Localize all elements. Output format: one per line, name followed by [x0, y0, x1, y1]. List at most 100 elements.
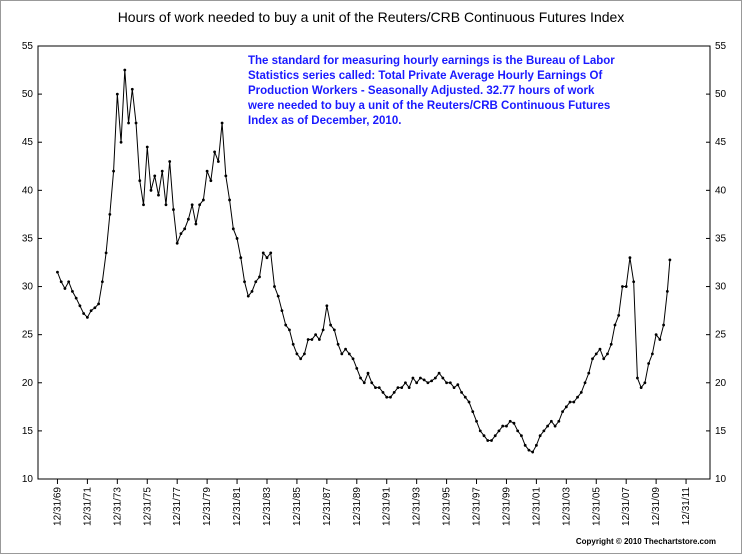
data-point — [359, 376, 362, 380]
data-point — [310, 338, 314, 341]
data-point — [63, 287, 67, 290]
data-point — [478, 429, 482, 433]
data-point — [303, 352, 306, 356]
data-point — [317, 338, 321, 341]
y-tick-label: 40 — [22, 185, 34, 196]
data-point — [598, 347, 602, 351]
data-point — [82, 312, 86, 315]
data-point — [493, 434, 497, 438]
data-point — [430, 379, 434, 383]
data-point — [355, 366, 359, 370]
data-point — [422, 378, 426, 382]
data-point — [145, 145, 149, 149]
y2-tick-label: 50 — [715, 89, 727, 100]
data-point — [190, 203, 194, 207]
data-point — [561, 410, 564, 414]
data-point — [265, 256, 269, 260]
data-point — [463, 395, 467, 399]
y2-tick-label: 15 — [715, 426, 727, 437]
data-point — [392, 391, 396, 394]
data-point — [67, 280, 71, 284]
x-tick-label: 12/31/75 — [142, 487, 153, 526]
x-tick-label: 12/31/77 — [172, 487, 183, 526]
data-point — [157, 193, 160, 197]
data-point — [351, 357, 355, 361]
data-point — [508, 419, 512, 423]
y2-tick-label: 45 — [715, 137, 727, 148]
data-point — [179, 232, 183, 236]
data-point — [56, 270, 59, 274]
data-point — [452, 386, 456, 389]
data-point — [639, 386, 643, 389]
data-point — [665, 289, 669, 293]
data-point — [224, 174, 228, 178]
data-point — [433, 376, 437, 380]
data-point — [374, 386, 377, 389]
footer: Copyright © 2010 Thechartstore.com — [576, 537, 716, 546]
data-point — [516, 429, 520, 433]
data-point — [617, 314, 621, 317]
data-point — [89, 309, 93, 313]
annotation-line: were needed to buy a unit of the Reuters… — [247, 100, 610, 112]
data-point — [220, 121, 224, 125]
data-point — [490, 439, 493, 442]
data-point — [650, 352, 654, 356]
data-point — [100, 280, 104, 284]
data-point — [104, 251, 108, 255]
data-point — [501, 424, 505, 428]
data-point — [205, 169, 209, 173]
data-point — [426, 381, 430, 385]
data-point — [579, 391, 583, 394]
x-tick-label: 12/31/69 — [52, 487, 63, 526]
x-tick-label: 12/31/73 — [112, 487, 123, 526]
data-point — [520, 434, 523, 438]
y-tick-label: 35 — [22, 233, 34, 244]
x-tick-label: 12/31/03 — [561, 487, 572, 526]
data-point — [261, 251, 265, 255]
y-tick-label: 30 — [22, 282, 34, 293]
data-point — [250, 289, 254, 293]
data-point — [97, 302, 101, 306]
x-tick-label: 12/31/93 — [412, 487, 423, 526]
data-point — [138, 179, 142, 183]
data-point — [347, 352, 351, 356]
data-point — [235, 237, 239, 240]
x-tick-label: 12/31/97 — [472, 487, 483, 526]
data-point — [654, 333, 658, 337]
data-point — [396, 386, 400, 389]
data-point — [602, 357, 606, 361]
data-point — [299, 357, 303, 361]
data-point — [572, 400, 576, 404]
x-tick-label: 12/31/91 — [382, 487, 393, 526]
data-point — [280, 309, 284, 313]
annotation-line: Statistics series called: Total Private … — [248, 70, 602, 82]
data-point — [527, 448, 531, 452]
data-point — [336, 342, 340, 346]
x-tick-label: 12/31/83 — [262, 487, 273, 526]
y2-tick-label: 10 — [715, 474, 727, 485]
data-point — [130, 87, 134, 91]
data-point — [512, 421, 516, 425]
data-point — [624, 285, 628, 288]
data-point — [549, 419, 553, 423]
data-point — [231, 227, 235, 231]
data-point — [456, 383, 460, 387]
data-point — [187, 217, 190, 221]
data-point — [497, 429, 501, 433]
data-point — [314, 333, 318, 337]
data-point — [306, 338, 310, 341]
data-point — [258, 275, 261, 279]
data-point — [643, 381, 647, 385]
data-point — [594, 352, 598, 356]
data-point — [557, 419, 561, 423]
data-point — [321, 328, 325, 332]
data-point — [583, 381, 587, 385]
data-point — [269, 251, 273, 255]
data-point — [112, 169, 115, 173]
data-point — [344, 347, 347, 351]
data-point — [407, 386, 411, 389]
data-point — [153, 174, 157, 178]
y-tick-label: 20 — [22, 378, 34, 389]
data-point — [621, 285, 624, 288]
